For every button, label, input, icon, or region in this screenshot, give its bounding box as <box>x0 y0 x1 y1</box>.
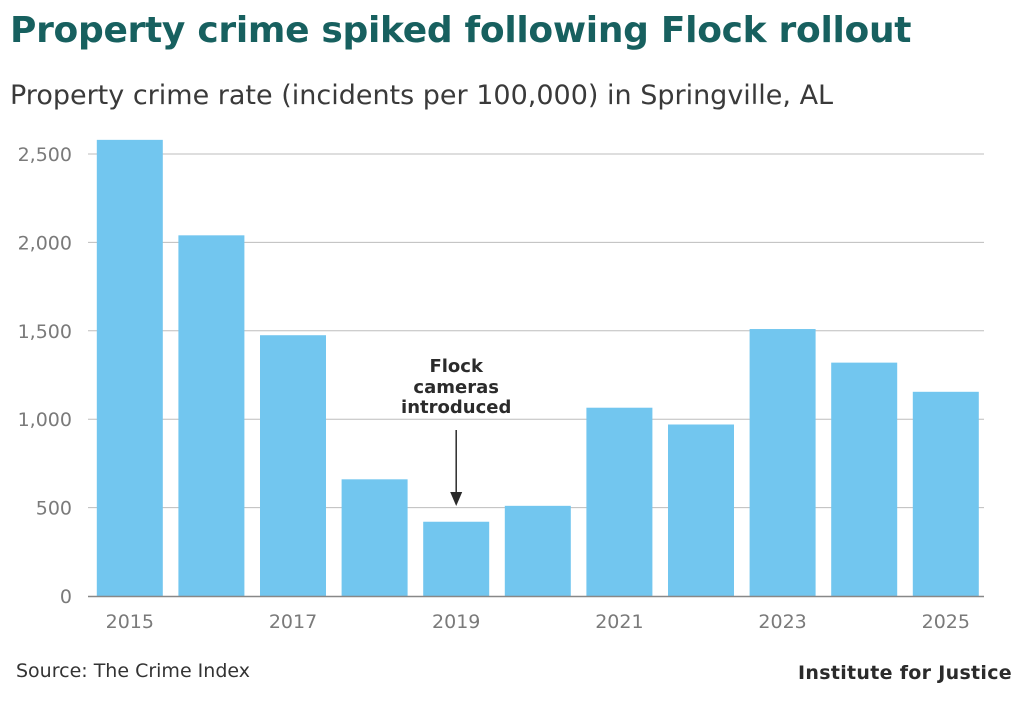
source-note: Source: The Crime Index <box>16 660 250 682</box>
y-tick-label: 500 <box>36 498 72 520</box>
x-tick-label: 2017 <box>269 611 317 633</box>
bar-2019 <box>423 521 490 596</box>
bar-2015 <box>96 139 163 596</box>
y-tick-label: 1,000 <box>18 409 72 431</box>
annotation-arrowhead <box>450 492 463 506</box>
x-tick-label: 2021 <box>595 611 643 633</box>
chart-subtitle: Property crime rate (incidents per 100,0… <box>10 80 834 111</box>
bar-2020 <box>504 505 571 596</box>
y-tick-label: 2,500 <box>18 144 72 166</box>
brand-logo-text: Institute for Justice <box>798 662 1012 684</box>
bar-2022 <box>668 424 734 596</box>
bar-2023 <box>749 329 816 596</box>
x-tick-label: 2019 <box>432 611 480 633</box>
bar-2017 <box>260 335 326 596</box>
annotation-text: introduced <box>401 397 511 418</box>
axes: 0 500 1,000 1,500 2,000 2,500 2015 2017 2019 2021… <box>18 144 984 633</box>
y-tick-label: 0 <box>60 586 72 608</box>
annotation-text: Flock <box>429 356 484 377</box>
y-tick-label: 1,500 <box>18 321 72 343</box>
x-tick-label: 2015 <box>106 611 154 633</box>
x-tick-label: 2025 <box>922 611 970 633</box>
bars <box>96 139 979 596</box>
bar-2016 <box>178 235 245 596</box>
bar-2018 <box>341 479 408 596</box>
y-tick-label: 2,000 <box>18 232 72 254</box>
bar-2024 <box>831 362 898 596</box>
bar-2025 <box>912 391 979 596</box>
annotation-text: cameras <box>413 377 499 398</box>
chart-title: Property crime spiked following Flock ro… <box>10 10 912 51</box>
x-tick-label: 2023 <box>758 611 806 633</box>
bar-2021 <box>586 407 653 596</box>
